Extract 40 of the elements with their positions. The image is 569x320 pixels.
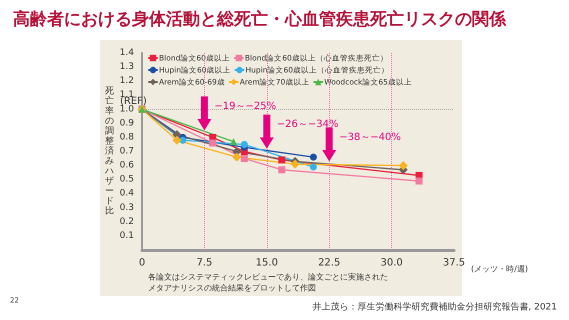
x-tick-label: 15.0: [256, 258, 278, 268]
chart-title: 高齢者における身体活動と総死亡・心血管疾患死亡リスクの関係: [13, 10, 507, 30]
text: 死亡率の調整済みハザード比: [104, 86, 114, 216]
point: [172, 136, 182, 145]
point: [398, 161, 408, 170]
text: 各論文はシステマティックレビューであり、論文ごとに実施された: [148, 272, 388, 282]
y-tick-label: 0.3: [120, 202, 134, 213]
y-tick-label: 0.2: [120, 216, 134, 227]
point: [278, 166, 286, 174]
text: 井上茂ら：厚生労働科学研究費補助金分担研究報告書, 2021: [312, 302, 558, 312]
y-tick-label: 0.8: [120, 132, 134, 142]
point: [290, 160, 300, 169]
x-axis-title: (メッツ・時/週): [471, 264, 528, 274]
y-tick-label: 0.1: [120, 230, 134, 241]
y-tick-label: 0.7: [120, 146, 134, 156]
x-tick-label: 0: [138, 258, 146, 268]
x-tick-label: 30.0: [380, 258, 403, 268]
point: [310, 154, 317, 161]
y-tick-label: 0.6: [120, 160, 134, 171]
y-tick-label: 0.5: [120, 174, 134, 185]
y-tick-label: 1.4: [120, 48, 134, 58]
y-tick-label: 1.0: [120, 104, 134, 114]
y-tick-label: 1.2: [120, 76, 134, 86]
x-tick-label: 7.5: [196, 258, 212, 268]
point: [209, 140, 216, 147]
point: [232, 152, 242, 162]
x-tick-label: 37.5: [442, 258, 466, 268]
x-tick-label: 22.5: [318, 258, 340, 268]
text: メタアナリシスの統合結果をプロットして作図: [148, 284, 316, 292]
y-tick-label: 1.3: [120, 62, 134, 72]
y-tick-label: 0.9: [120, 118, 134, 128]
point: [416, 178, 423, 185]
point: [278, 156, 286, 164]
point: [240, 155, 248, 162]
point: [240, 140, 248, 148]
point: [310, 163, 317, 170]
annotation: −38～−40%: [339, 132, 401, 143]
annotation: −26～−34%: [276, 119, 339, 130]
y-tick-label: 0.4: [120, 188, 134, 199]
annotation: −19～−25%: [214, 100, 276, 112]
